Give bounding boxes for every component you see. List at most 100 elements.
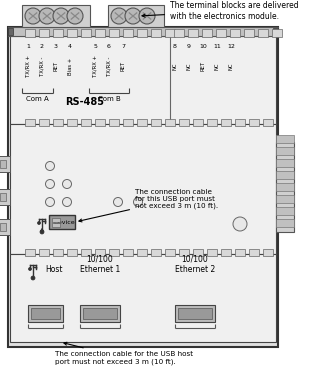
Bar	[137, 119, 147, 126]
Bar	[179, 249, 189, 256]
Text: RET: RET	[54, 61, 59, 71]
Bar	[137, 29, 147, 37]
Bar	[83, 308, 117, 319]
Circle shape	[125, 8, 141, 24]
Bar	[165, 119, 175, 126]
Bar	[67, 249, 77, 256]
Circle shape	[37, 221, 41, 224]
Text: 4: 4	[68, 44, 72, 48]
Circle shape	[113, 198, 122, 206]
Bar	[22, 5, 90, 27]
Bar	[137, 249, 147, 256]
Circle shape	[46, 198, 55, 206]
Circle shape	[53, 8, 69, 24]
Bar	[67, 29, 77, 37]
Bar	[179, 119, 189, 126]
Circle shape	[62, 180, 72, 189]
Bar	[272, 29, 282, 37]
Bar	[0, 160, 6, 168]
Bar	[10, 124, 276, 254]
Text: 8: 8	[173, 44, 177, 48]
Bar	[0, 189, 10, 205]
Bar	[8, 27, 278, 36]
Bar	[123, 249, 133, 256]
Bar	[39, 249, 49, 256]
Bar	[81, 249, 91, 256]
Bar	[263, 249, 273, 256]
Bar	[10, 36, 276, 124]
Text: Com A: Com A	[26, 96, 49, 102]
Bar	[276, 207, 294, 215]
Circle shape	[39, 8, 55, 24]
Circle shape	[31, 276, 35, 280]
Text: 10/100
Ethernet 1: 10/100 Ethernet 1	[80, 254, 120, 274]
Bar	[230, 29, 240, 37]
Bar	[249, 119, 259, 126]
Text: Device: Device	[53, 219, 75, 224]
Bar	[123, 119, 133, 126]
Bar	[10, 254, 276, 342]
Bar	[0, 223, 6, 231]
Bar	[273, 28, 278, 35]
Text: TX/RX +: TX/RX +	[25, 55, 30, 77]
Text: 5: 5	[93, 44, 97, 48]
Text: 1: 1	[26, 44, 30, 48]
Bar	[25, 29, 35, 37]
Text: NC: NC	[229, 62, 234, 70]
Bar	[49, 215, 75, 229]
Bar	[8, 28, 13, 35]
Circle shape	[46, 180, 55, 189]
Bar	[95, 119, 105, 126]
Bar	[151, 249, 161, 256]
Circle shape	[25, 8, 41, 24]
Bar	[0, 193, 6, 201]
Bar	[263, 119, 273, 126]
Bar	[193, 119, 203, 126]
Circle shape	[29, 267, 31, 270]
Bar	[175, 305, 215, 322]
Bar	[235, 119, 245, 126]
Text: NC: NC	[172, 62, 178, 70]
Bar	[216, 29, 226, 37]
Circle shape	[111, 8, 127, 24]
Bar	[109, 29, 119, 37]
Bar	[151, 119, 161, 126]
Circle shape	[62, 198, 72, 206]
Bar	[81, 29, 91, 37]
Bar	[39, 29, 49, 37]
Circle shape	[46, 161, 55, 170]
Bar	[67, 119, 77, 126]
Text: The connection cable
for this USB port must
not exceed 3 m (10 ft).: The connection cable for this USB port m…	[79, 189, 218, 222]
Bar	[235, 249, 245, 256]
Text: 6: 6	[107, 44, 111, 48]
Bar	[207, 119, 217, 126]
Bar	[25, 249, 35, 256]
Text: RS-485: RS-485	[66, 97, 105, 107]
Bar	[8, 27, 278, 347]
Bar	[108, 5, 164, 27]
Bar	[249, 249, 259, 256]
Bar	[188, 29, 198, 37]
Bar	[0, 219, 10, 235]
Circle shape	[139, 8, 155, 24]
Bar	[81, 119, 91, 126]
Text: The connection cable for the USB host
port must not exceed 3 m (10 ft).: The connection cable for the USB host po…	[55, 342, 193, 365]
Circle shape	[40, 230, 44, 234]
Bar	[276, 171, 294, 179]
Bar	[276, 147, 294, 155]
Bar	[165, 249, 175, 256]
Text: 10: 10	[199, 44, 207, 48]
Bar	[53, 119, 63, 126]
Text: Com B: Com B	[98, 96, 120, 102]
Circle shape	[233, 217, 247, 231]
Text: 12: 12	[227, 44, 235, 48]
Bar	[80, 305, 120, 322]
Bar	[31, 308, 60, 319]
Text: 2: 2	[40, 44, 44, 48]
Bar	[276, 142, 294, 232]
Bar	[207, 249, 217, 256]
Bar	[178, 308, 212, 319]
Bar	[52, 218, 60, 222]
Text: 3: 3	[54, 44, 58, 48]
Bar	[276, 183, 294, 191]
